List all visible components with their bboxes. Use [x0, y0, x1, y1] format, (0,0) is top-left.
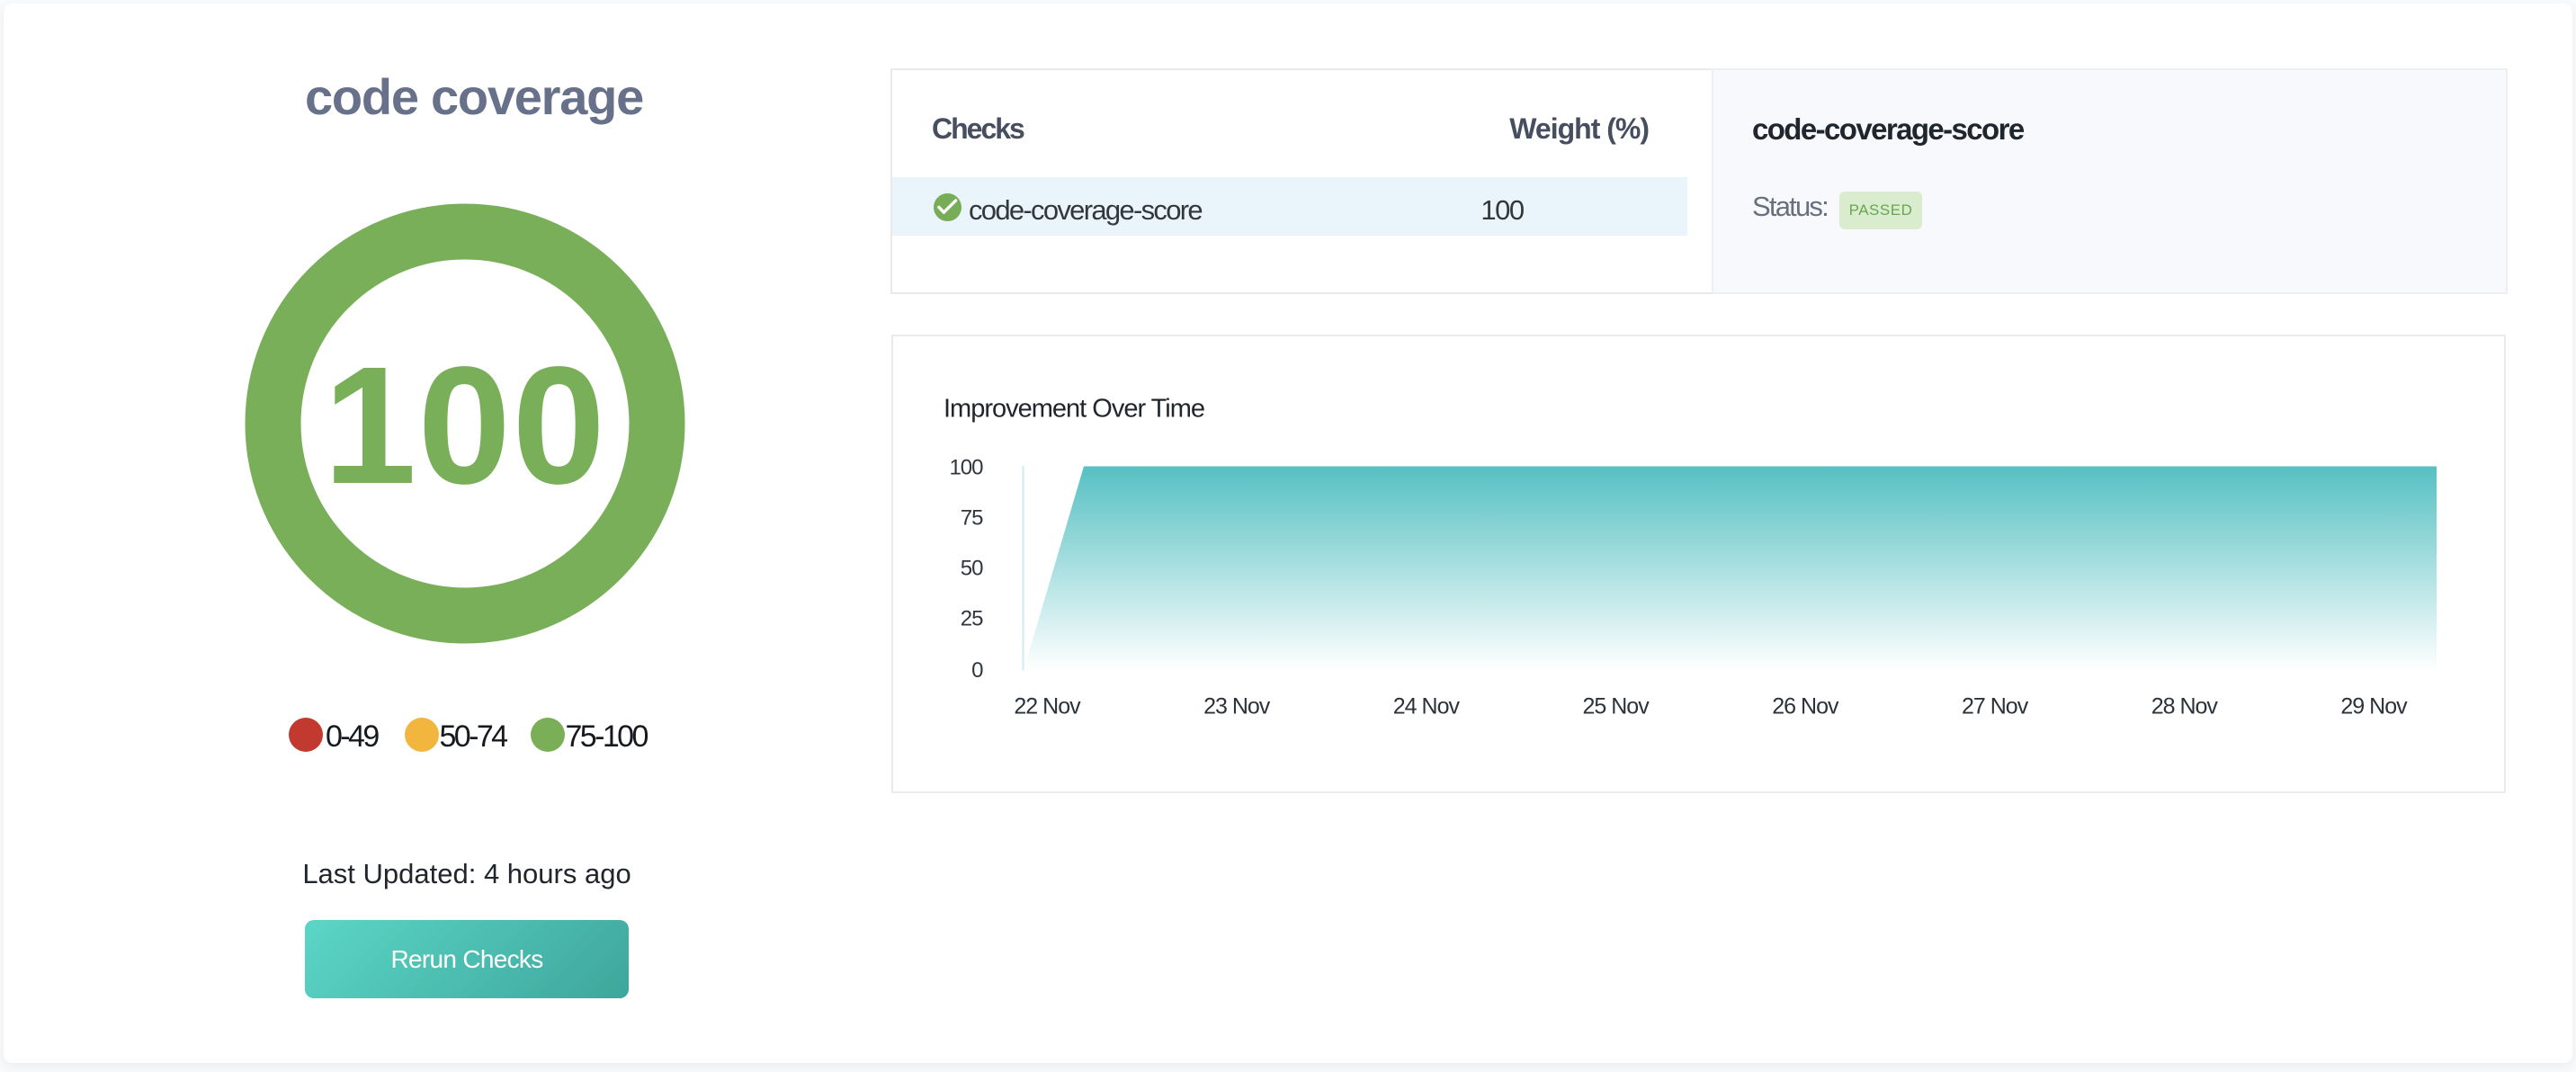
svg-text:22 Nov: 22 Nov: [1014, 694, 1081, 719]
svg-text:100: 100: [324, 333, 607, 519]
svg-text:24 Nov: 24 Nov: [1393, 694, 1461, 719]
svg-text:27 Nov: 27 Nov: [1962, 694, 2029, 719]
svg-text:26 Nov: 26 Nov: [1772, 694, 1839, 719]
svg-text:75: 75: [961, 506, 983, 531]
svg-text:Improvement Over Time: Improvement Over Time: [944, 395, 1204, 424]
svg-text:100: 100: [949, 456, 983, 480]
svg-text:23 Nov: 23 Nov: [1203, 694, 1271, 719]
svg-text:25 Nov: 25 Nov: [1582, 694, 1650, 719]
svg-text:29 Nov: 29 Nov: [2340, 694, 2408, 719]
svg-text:0: 0: [971, 658, 983, 683]
svg-text:25: 25: [961, 607, 983, 631]
svg-text:50: 50: [961, 557, 983, 581]
svg-text:28 Nov: 28 Nov: [2151, 694, 2219, 719]
